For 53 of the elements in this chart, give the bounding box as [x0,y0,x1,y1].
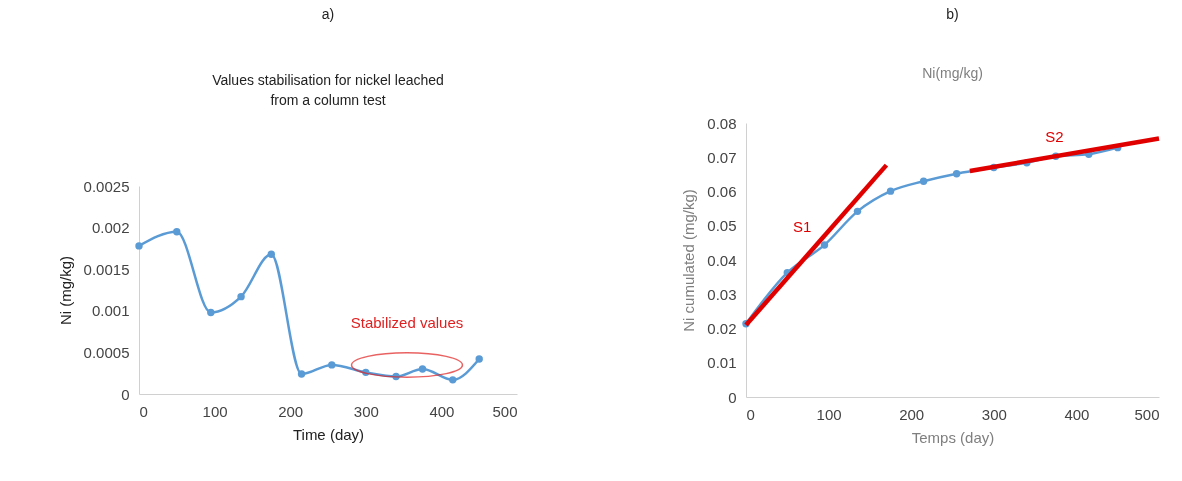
y-tick-label: 0 [121,385,130,403]
x-tick-label: 500 [1134,405,1160,423]
point [237,292,245,301]
x-tick-label: 300 [981,405,1007,423]
point [135,242,143,250]
point [297,370,306,378]
series-label: S1 [793,218,812,236]
y-tick-label: 0.001 [91,302,130,320]
x-axis-title: Temps (day) [911,428,995,446]
y-tick-label: 0.03 [707,285,737,303]
chart-title: a) [321,6,335,22]
y-tick-label: 0.07 [707,148,737,166]
y-tick-label: 0.04 [707,251,737,269]
point [886,187,895,195]
x-axis-title: Time (day) [292,425,365,443]
x-tick-label: 0 [139,402,148,420]
x-tick-label: 400 [429,402,455,420]
y-tick-label: 0.01 [707,354,737,372]
x-tick-label: 200 [278,402,304,420]
point [853,207,862,216]
point [919,177,928,185]
y-tick-label: 0.002 [91,219,130,237]
point [820,241,829,249]
x-tick-label: 0 [746,405,755,423]
x-tick-label: 400 [1064,405,1090,423]
point [207,308,215,317]
y-tick-label: 0.06 [707,183,737,200]
y-tick-label: 0.0025 [83,177,130,195]
y-tick-label: 0 [728,388,737,406]
annotation: Stabilized values [350,314,464,331]
series-label: S2 [1045,127,1064,145]
point [267,250,276,258]
y-axis-title: Ni cumulated (mg/kg) [680,189,698,332]
y-tick-label: 0.05 [707,217,737,235]
point [952,169,961,178]
x-tick-label: 500 [492,402,518,420]
chart-title: b) [946,6,959,22]
y-tick-label: 0.08 [707,114,737,132]
x-tick-label: 200 [899,405,925,423]
chart-subtitle: Ni(mg/kg) [922,65,983,81]
point [418,365,427,373]
y-tick-label: 0.02 [707,320,737,337]
point [328,361,336,369]
point [449,376,457,384]
y-axis-title: Ni (mg/kg) [56,255,74,326]
x-tick-label: 100 [816,405,842,423]
y-tick-label: 0.0015 [83,260,130,278]
x-tick-label: 100 [202,402,228,420]
point [173,228,181,236]
x-tick-label: 300 [353,402,379,420]
chart-subtitle: Values stabilisation for nickel leached from a column test [212,72,444,108]
y-tick-label: 0.0005 [83,343,130,361]
point [475,355,483,363]
